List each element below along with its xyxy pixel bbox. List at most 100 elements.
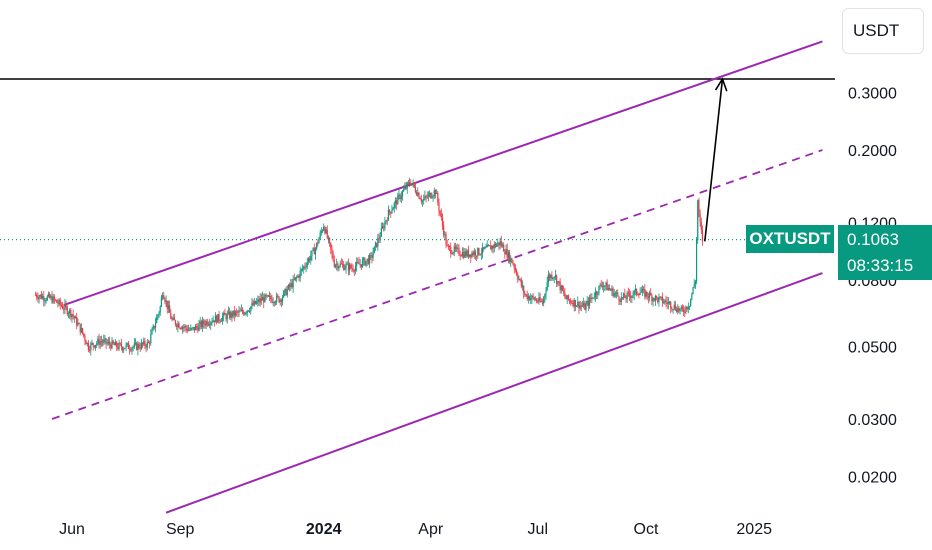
candle-body bbox=[626, 292, 628, 299]
candle-body bbox=[401, 191, 404, 197]
currency-selector[interactable]: USDT bbox=[842, 8, 924, 54]
candle-body bbox=[381, 226, 384, 228]
candle-body bbox=[291, 283, 293, 288]
candle-body bbox=[548, 274, 551, 279]
candle-body bbox=[331, 248, 333, 254]
candle-body bbox=[694, 281, 697, 285]
candle-body bbox=[231, 312, 233, 317]
candle-body bbox=[527, 296, 529, 299]
candle-body bbox=[50, 296, 52, 298]
candle-body bbox=[219, 320, 221, 322]
candle-body bbox=[537, 301, 539, 303]
candle-body bbox=[417, 192, 419, 196]
candle-body bbox=[440, 213, 442, 218]
candle-body bbox=[666, 302, 668, 304]
candle-body bbox=[37, 297, 39, 300]
candle-body bbox=[411, 183, 413, 185]
candle-body bbox=[276, 295, 278, 303]
candle-body bbox=[604, 285, 606, 287]
candle-body bbox=[446, 244, 448, 246]
candle-body bbox=[647, 296, 649, 298]
candle-body bbox=[416, 191, 418, 196]
candle-body bbox=[165, 300, 167, 302]
candle-body bbox=[623, 293, 625, 298]
candle-body bbox=[683, 309, 685, 312]
candle-body bbox=[184, 325, 186, 328]
candle-body bbox=[200, 321, 202, 327]
y-tick-label: 0.0300 bbox=[848, 412, 897, 429]
candle-body bbox=[376, 242, 378, 247]
candle-body bbox=[497, 242, 499, 245]
candle-body bbox=[441, 217, 444, 226]
candle-body bbox=[640, 291, 642, 293]
candle-body bbox=[545, 290, 547, 295]
candle-body bbox=[675, 309, 678, 313]
candle-body bbox=[638, 294, 640, 296]
candle-body bbox=[378, 238, 380, 240]
candle-body bbox=[267, 295, 270, 297]
candle-body bbox=[324, 226, 326, 234]
candle-body bbox=[601, 285, 604, 287]
candle-body bbox=[491, 245, 493, 250]
candle-body bbox=[690, 298, 692, 306]
candle-body bbox=[54, 299, 57, 301]
candle-body bbox=[181, 326, 184, 329]
candle-body bbox=[81, 328, 84, 334]
candle-body bbox=[144, 340, 146, 346]
candle-body bbox=[94, 344, 97, 348]
candle-body bbox=[406, 182, 408, 189]
candle-body bbox=[226, 313, 228, 320]
candle-body bbox=[301, 268, 304, 270]
candle-body bbox=[93, 345, 95, 348]
channel-lower-line[interactable] bbox=[165, 272, 823, 514]
candle-body bbox=[514, 268, 517, 271]
candle-body bbox=[354, 266, 357, 272]
candle-body bbox=[179, 327, 181, 329]
candle-body bbox=[85, 340, 87, 345]
candle-body bbox=[36, 294, 38, 298]
candle-body bbox=[639, 292, 641, 295]
candle-body bbox=[313, 248, 315, 255]
candle-body bbox=[290, 283, 292, 287]
candle-body bbox=[171, 318, 173, 320]
candle-body bbox=[419, 198, 421, 200]
candle-body bbox=[314, 248, 317, 255]
candle-body bbox=[617, 292, 619, 297]
candle-body bbox=[206, 321, 208, 325]
candle-body bbox=[104, 338, 106, 340]
candle-body bbox=[163, 295, 165, 299]
candle-body bbox=[431, 197, 433, 199]
candle-body bbox=[477, 248, 479, 256]
candle-body bbox=[466, 250, 468, 257]
candle-body bbox=[474, 251, 477, 256]
candle-body bbox=[357, 262, 359, 264]
candle-body bbox=[254, 300, 257, 304]
candle-body bbox=[599, 284, 601, 286]
candle-body bbox=[615, 292, 618, 294]
channel-upper-line[interactable] bbox=[63, 40, 823, 307]
candle-body bbox=[257, 299, 259, 302]
candle-body bbox=[161, 295, 164, 298]
candle-body bbox=[557, 281, 559, 284]
candle-body bbox=[404, 186, 406, 190]
candle-body bbox=[213, 320, 215, 323]
candle-body bbox=[170, 312, 172, 319]
candle-body bbox=[654, 295, 657, 301]
candle-body bbox=[287, 284, 290, 290]
y-tick-label: 0.0500 bbox=[848, 340, 897, 357]
candle-body bbox=[40, 294, 43, 299]
candle-body bbox=[459, 254, 461, 256]
candle-body bbox=[421, 200, 424, 202]
candle-body bbox=[197, 327, 199, 331]
candle-body bbox=[510, 258, 512, 262]
candle-body bbox=[347, 263, 350, 271]
channel-mid-line[interactable] bbox=[51, 149, 823, 420]
candle-body bbox=[478, 248, 480, 255]
projection-arrow[interactable] bbox=[704, 77, 728, 242]
candle-body bbox=[643, 288, 645, 290]
candle-body bbox=[663, 302, 665, 304]
candle-body bbox=[249, 311, 251, 313]
candle-body bbox=[223, 312, 225, 317]
candle-body bbox=[217, 314, 219, 323]
